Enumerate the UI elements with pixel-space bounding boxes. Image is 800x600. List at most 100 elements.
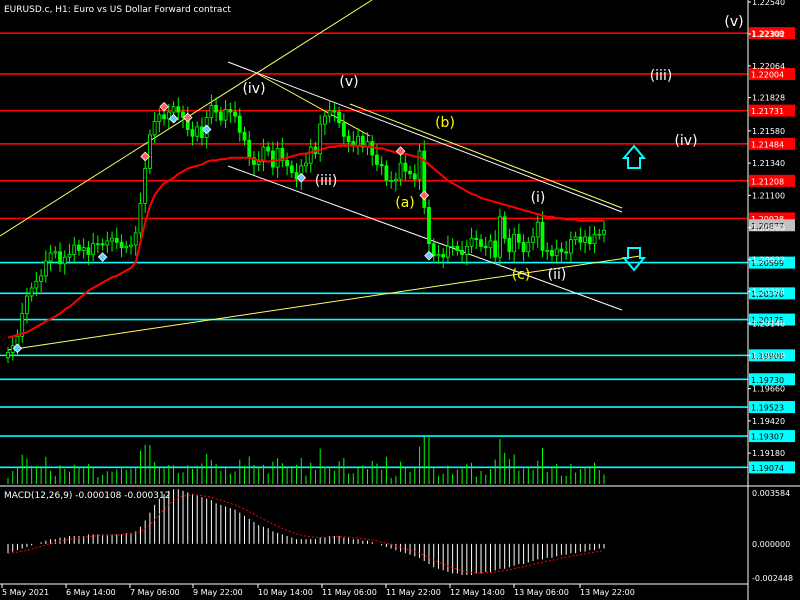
candle-body <box>105 240 110 246</box>
candle-body <box>100 243 105 246</box>
support-level-price-label: 1.20175 <box>751 316 784 325</box>
wave-label: (iv) <box>242 81 265 97</box>
candle-body <box>323 115 327 125</box>
chart-title: EURUSD.c, H1: Euro vs US Dollar Forward … <box>4 5 231 15</box>
candle-body <box>474 237 479 241</box>
candle-body <box>516 233 521 243</box>
candle-body <box>526 241 531 253</box>
candle-body <box>280 147 285 161</box>
resistance-level-price-box <box>749 104 795 117</box>
candle-body <box>412 173 417 180</box>
time-tick-label: 7 May 06:00 <box>130 588 180 597</box>
candle-body <box>408 170 412 175</box>
candle-body <box>441 254 446 258</box>
candle-body <box>34 280 39 289</box>
candle-body <box>237 115 242 133</box>
signal-marker <box>296 172 307 183</box>
price-tick-label: 1.21580 <box>752 127 785 136</box>
candle-body <box>384 165 389 181</box>
candle-body <box>450 245 455 248</box>
candle-body <box>389 180 394 182</box>
candle-body <box>531 236 535 243</box>
price-tick-label: 1.21100 <box>752 191 785 200</box>
support-level-price-box <box>749 430 795 443</box>
current-price-box <box>749 219 795 232</box>
candle-body <box>129 244 133 247</box>
price-tick-label: 1.20384 <box>752 287 785 296</box>
candle-body <box>138 202 143 234</box>
candle-body <box>77 244 81 251</box>
candle-body <box>143 168 148 204</box>
candle-body <box>124 245 129 249</box>
candle-body <box>398 162 403 180</box>
candle-body <box>58 251 62 265</box>
resistance-level-price-box <box>749 174 795 187</box>
candle-body <box>242 131 247 141</box>
candle-body <box>119 241 124 249</box>
support-level-price-label: 1.19908 <box>751 352 784 361</box>
wave-label: (iii) <box>315 173 338 189</box>
candle-body <box>422 150 427 208</box>
wave-label: (c) <box>512 267 531 283</box>
time-tick-label: 11 May 22:00 <box>386 588 441 597</box>
candle-body <box>25 295 29 314</box>
candle-body <box>431 243 436 257</box>
candle-body <box>521 241 526 253</box>
signal-marker <box>201 124 212 135</box>
time-tick-label: 10 May 14:00 <box>258 588 313 597</box>
candle-body <box>488 240 493 249</box>
channel-upper-line <box>227 61 623 213</box>
candle-body <box>427 207 431 245</box>
candle-body <box>502 216 507 239</box>
wave-label: (ii) <box>548 267 567 283</box>
support-level-price-label: 1.19523 <box>751 404 784 413</box>
signal-marker <box>419 190 430 201</box>
wave-label: (i) <box>531 190 546 206</box>
candle-body <box>341 122 346 137</box>
candle-body <box>72 244 77 255</box>
candle-body <box>252 157 256 165</box>
ma-line <box>7 144 604 339</box>
price-tick-label: 1.20860 <box>752 224 785 233</box>
candle-body <box>304 162 308 167</box>
candle-body <box>114 237 119 243</box>
signal-marker <box>159 101 169 112</box>
candle-body <box>148 134 152 169</box>
candle-body <box>360 135 365 148</box>
candle-body <box>86 247 91 255</box>
wave-connector-line <box>257 73 371 137</box>
candle-body <box>379 164 384 167</box>
candle-body <box>228 109 233 113</box>
support-level-price-label: 1.19730 <box>751 376 784 385</box>
candle-body <box>195 126 200 137</box>
candle-body <box>289 165 294 173</box>
wave-label: (iv) <box>674 133 697 149</box>
candle-body <box>498 216 502 258</box>
support-level-price-label: 1.20599 <box>751 259 784 268</box>
horizontal-levels: 1.223081.220041.217311.214841.212081.209… <box>0 27 795 474</box>
candle-body <box>181 111 185 118</box>
candle-body <box>6 352 10 359</box>
candle-body <box>337 111 342 124</box>
wave-label: (v) <box>339 74 358 90</box>
candle-body <box>223 109 228 121</box>
candle-body <box>417 150 422 180</box>
candle-body <box>176 106 181 113</box>
support-level-price-box <box>749 287 795 300</box>
candle-body <box>91 243 96 255</box>
signal-markers <box>12 101 434 354</box>
candle-body <box>39 275 44 282</box>
macd-tick-label: 0.000000 <box>752 540 790 549</box>
time-tick-label: 9 May 22:00 <box>193 588 243 597</box>
candle-body <box>356 135 360 147</box>
candle-body <box>545 249 550 252</box>
channel-lower-line <box>227 165 623 311</box>
candle-body <box>190 129 195 137</box>
candle-body <box>370 141 375 156</box>
moving-average <box>7 144 604 339</box>
candle-body <box>110 237 114 242</box>
macd-panel: 0.003584 0.000000 -0.002448 <box>7 489 793 583</box>
candle-body <box>583 236 587 243</box>
